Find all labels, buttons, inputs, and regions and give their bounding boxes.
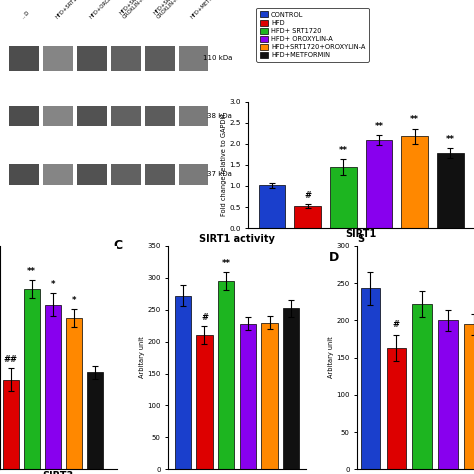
Bar — [179, 46, 209, 71]
Text: **: ** — [222, 259, 231, 268]
Bar — [365, 140, 392, 228]
Text: 38 kDa: 38 kDa — [207, 113, 232, 119]
Bar — [294, 206, 321, 228]
Bar — [330, 167, 357, 228]
Bar — [361, 288, 380, 469]
Bar — [196, 335, 213, 469]
Bar — [261, 322, 278, 469]
Bar — [145, 106, 174, 127]
Text: #: # — [393, 320, 400, 329]
Text: 110 kDa: 110 kDa — [203, 55, 232, 61]
Bar — [387, 348, 406, 469]
Bar — [43, 164, 73, 184]
Bar — [179, 164, 209, 184]
Bar — [77, 106, 107, 127]
Text: **: ** — [446, 135, 455, 144]
Bar — [179, 106, 209, 127]
Bar — [218, 281, 234, 469]
Legend: CONTROL, HFD, HFD+ SRT1720, HFD+ OROXYLIN-A, HFD+SRT1720+OROXYLIN-A, HFD+METFORM: CONTROL, HFD, HFD+ SRT1720, HFD+ OROXYLI… — [256, 8, 369, 62]
Bar — [145, 46, 174, 71]
Text: #: # — [201, 313, 208, 322]
Text: *: * — [51, 280, 55, 289]
Bar — [145, 164, 174, 184]
Bar — [87, 372, 103, 469]
Text: **: ** — [339, 146, 348, 155]
Bar — [438, 320, 458, 469]
Bar — [401, 136, 428, 228]
Text: 37 kDa: 37 kDa — [207, 172, 232, 177]
Bar — [437, 153, 464, 228]
Bar — [77, 164, 107, 184]
Text: **: ** — [410, 116, 419, 125]
Bar — [111, 164, 141, 184]
Text: D: D — [329, 251, 339, 264]
Text: C: C — [114, 239, 123, 252]
Text: S: S — [357, 234, 365, 244]
Bar — [24, 289, 40, 469]
X-axis label: SIRT3: SIRT3 — [43, 471, 74, 474]
Text: ##: ## — [4, 355, 18, 364]
Bar — [111, 46, 141, 71]
Text: HFD+SRT1720+
OROXLIN-A: HFD+SRT1720+ OROXLIN-A — [119, 0, 156, 19]
Text: *: * — [72, 296, 76, 305]
Text: HFD+METFORMIN: HFD+METFORMIN — [190, 0, 227, 19]
Bar — [3, 380, 18, 469]
Bar — [259, 185, 285, 228]
X-axis label: SIRT1: SIRT1 — [346, 229, 377, 239]
Y-axis label: Arbitary unit: Arbitary unit — [138, 337, 145, 378]
Bar — [174, 296, 191, 469]
Text: #: # — [304, 191, 311, 200]
Bar — [465, 324, 474, 469]
Text: **: ** — [27, 267, 36, 276]
Bar — [77, 46, 107, 71]
Bar — [283, 309, 300, 469]
Bar — [45, 305, 61, 469]
Bar — [9, 164, 39, 184]
Text: HFD+OROXYLIN-A: HFD+OROXYLIN-A — [89, 0, 125, 19]
Y-axis label: Arbitary unit: Arbitary unit — [328, 337, 334, 378]
Bar — [111, 106, 141, 127]
Y-axis label: Fold change relative to GAPDH: Fold change relative to GAPDH — [220, 114, 227, 216]
Bar — [412, 304, 432, 469]
Bar — [240, 324, 256, 469]
Text: HFD+SRT1720+
OROXLIN-A: HFD+SRT1720+ OROXLIN-A — [153, 0, 191, 19]
Text: HFD+SRT1720: HFD+SRT1720 — [55, 0, 85, 19]
Bar — [43, 106, 73, 127]
Bar — [66, 318, 82, 469]
Text: …D: …D — [21, 9, 31, 19]
Title: SIRT1 activity: SIRT1 activity — [199, 234, 275, 244]
Text: **: ** — [374, 122, 383, 131]
Bar — [9, 46, 39, 71]
Bar — [9, 106, 39, 127]
Bar — [43, 46, 73, 71]
